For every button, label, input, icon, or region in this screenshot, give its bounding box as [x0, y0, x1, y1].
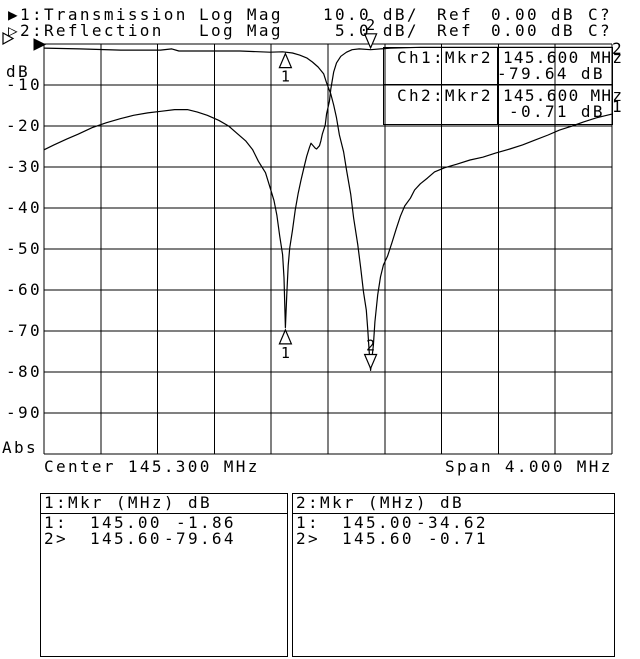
marker-row-value: -79.64 — [164, 529, 236, 548]
y-axis-unit-label: dB — [6, 62, 30, 81]
marker-row-id: 2> — [44, 529, 68, 548]
readout-box-divider — [497, 48, 498, 124]
ch2-ref-label: Ref — [437, 21, 473, 40]
marker-table-ch1-title: 1:Mkr (MHz) — [44, 493, 176, 512]
marker-glyphs: 1 2 1 2 — [278, 16, 378, 371]
marker-row-freq: 145.60 — [342, 529, 414, 548]
marker-row-value: -0.71 — [428, 529, 488, 548]
marker-row-freq: 145.00 — [90, 513, 162, 532]
y-tick-label: -40 — [6, 198, 42, 217]
marker-readout-box: Ch1:Mkr2 145.600 MHz -79.64 dB Ch2:Mkr2 … — [383, 47, 622, 125]
marker-row-value: -34.62 — [416, 513, 488, 532]
marker-2-label: 2 — [366, 16, 375, 34]
y-tick-label: -60 — [6, 280, 42, 299]
readout-ch1-label: Ch1:Mkr2 — [397, 48, 493, 67]
y-tick-label: -30 — [6, 157, 42, 176]
marker-row-freq: 145.00 — [342, 513, 414, 532]
y-tick-label: -10 — [6, 75, 42, 94]
ch1-ref-value: 0.00 dB — [491, 5, 575, 24]
trace2-end-label: 2 — [612, 39, 624, 58]
marker-2-label: 2 — [366, 337, 375, 355]
ref-marker-ch1-icon — [33, 38, 47, 51]
ch2-ref-value: 0.00 dB — [491, 21, 575, 40]
ch1-scale: 10.0 dB/ — [323, 5, 419, 24]
readout-ch1-freq: 145.600 MHz — [503, 48, 624, 67]
marker-table-ch2-title: 2:Mkr (MHz) — [296, 493, 428, 512]
marker-row-freq: 145.60 — [90, 529, 162, 548]
y-tick-label: -50 — [6, 239, 42, 258]
ch2-cal-status: C? — [588, 21, 612, 40]
marker-table-ch2-db-header: dB — [440, 493, 464, 512]
graticule-grid — [43, 43, 613, 455]
marker-table-ch1: 1:Mkr (MHz) dB 1: 145.00 -1.86 2> 145.60… — [40, 493, 288, 657]
marker-row-id: 1: — [44, 513, 68, 532]
readout-box-divider — [384, 84, 612, 85]
y-tick-label: -20 — [6, 116, 42, 135]
trace-1-transmission — [43, 47, 613, 371]
marker-1-triangle-icon — [278, 328, 293, 345]
ch2-scale: 5.0 dB/ — [335, 21, 419, 40]
marker-row-id: 2> — [296, 529, 320, 548]
marker-2-triangle-icon — [363, 353, 378, 371]
ch1-format: Log Mag — [199, 5, 283, 24]
marker-1-label: 1 — [281, 344, 290, 362]
y-tick-label: -70 — [6, 321, 42, 340]
marker-table-ch1-db-header: dB — [188, 493, 212, 512]
readout-ch1-value: -79.64 dB — [497, 64, 605, 83]
readout-ch2-freq: 145.600 MHz — [503, 86, 624, 105]
marker-1-label: 1 — [281, 68, 290, 86]
marker-table-ch2-header-rule — [293, 513, 614, 514]
readout-ch2-value: -0.71 dB — [509, 102, 605, 121]
ref-marker-ch2-icon — [2, 31, 15, 46]
marker-row-value: -1.86 — [176, 513, 236, 532]
x-axis-span-label: Span 4.000 MHz — [445, 457, 613, 476]
ch1-ref-label: Ref — [437, 5, 473, 24]
trace-curves — [43, 46, 613, 371]
ch2-title: ▷2:Reflection — [8, 21, 164, 40]
ch1-title: ▶1:Transmission — [8, 5, 188, 24]
readout-ch2-label: Ch2:Mkr2 — [397, 86, 493, 105]
marker-row-id: 1: — [296, 513, 320, 532]
marker-table-ch1-header-rule — [41, 513, 287, 514]
marker-2-triangle-icon — [363, 33, 378, 50]
y-tick-label: -90 — [6, 403, 42, 422]
marker-1-triangle-icon — [278, 52, 293, 69]
y-tick-label: -80 — [6, 362, 42, 381]
marker-table-ch2: 2:Mkr (MHz) dB 1: 145.00 -34.62 2> 145.6… — [292, 493, 615, 657]
ref-indicators — [2, 31, 47, 51]
ch1-cal-status: C? — [588, 5, 612, 24]
x-axis-center-label: Center 145.300 MHz — [44, 457, 260, 476]
trace1-end-label: 1 — [612, 97, 624, 116]
y-axis-abs-label: Abs — [2, 438, 38, 457]
ch2-format: Log Mag — [199, 21, 283, 40]
trace-2-reflection — [43, 46, 612, 329]
